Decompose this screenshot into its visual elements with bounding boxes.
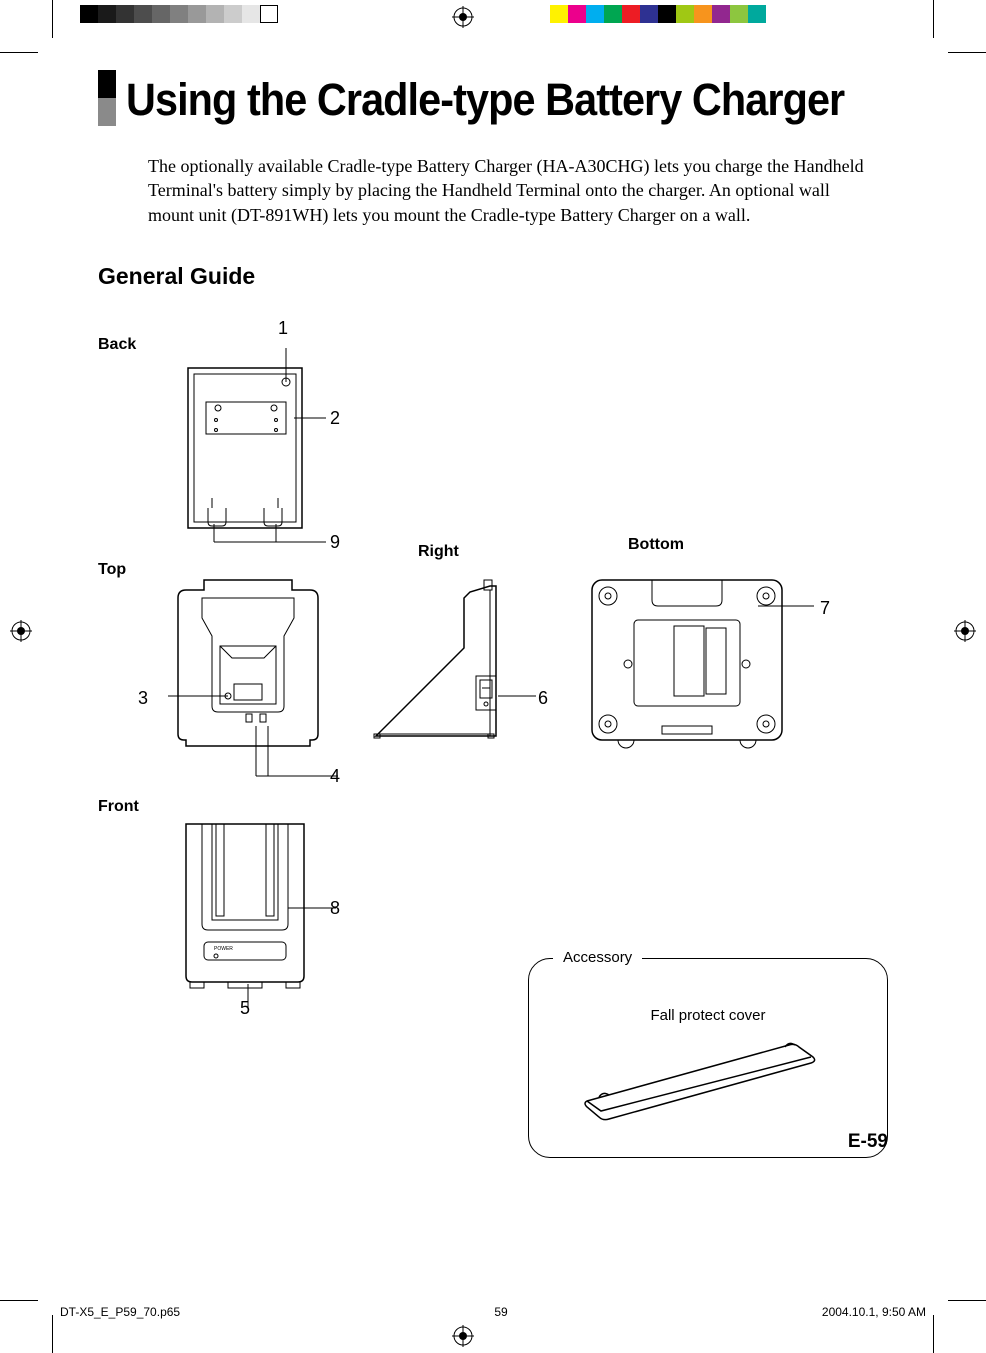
page-title: Using the Cradle-type Battery Charger [98,70,888,126]
accessory-legend: Accessory [553,949,642,966]
label-front: Front [98,798,139,816]
callout-1: 1 [278,318,288,339]
label-bottom: Bottom [628,536,684,554]
intro-paragraph: The optionally available Cradle-type Bat… [148,154,878,227]
print-slug: DT-X5_E_P59_70.p65 59 2004.10.1, 9:50 AM [60,1305,926,1319]
section-heading: General Guide [98,263,888,290]
accessory-panel: Accessory Fall protect cover [528,958,888,1158]
slug-page: 59 [494,1305,507,1319]
slug-date: 2004.10.1, 9:50 AM [822,1305,926,1319]
label-right: Right [418,543,459,561]
slug-file: DT-X5_E_P59_70.p65 [60,1305,180,1319]
callout-3: 3 [138,688,148,709]
accessory-item-label: Fall protect cover [529,1007,887,1024]
general-guide-diagram: Back Top Front Right Bottom 1 2 9 3 4 6 … [98,318,888,1148]
label-back: Back [98,336,136,354]
diagram-right [368,576,548,761]
page-number: E-59 [848,1131,888,1153]
svg-text:POWER: POWER [214,946,233,952]
title-text: Using the Cradle-type Battery Charger [126,74,844,126]
fall-protect-cover-icon [579,1039,839,1134]
diagram-bottom [578,566,838,771]
title-accent [98,70,116,126]
diagram-top [168,576,348,791]
diagram-back [168,348,338,553]
label-top: Top [98,561,126,579]
diagram-front: POWER [168,816,348,1021]
